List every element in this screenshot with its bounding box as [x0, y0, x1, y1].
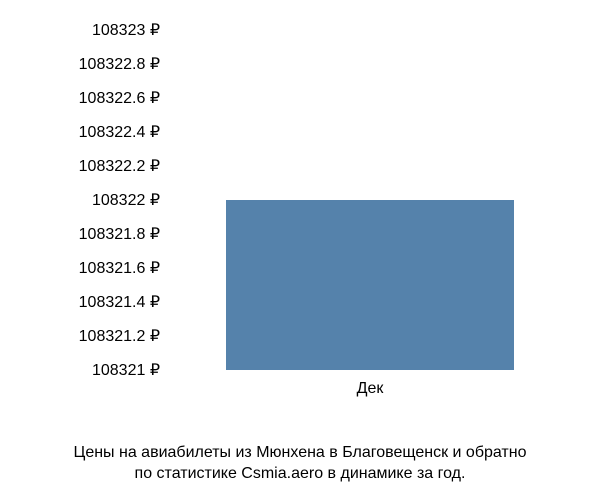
y-tick-label: 108321.2 ₽: [30, 326, 160, 346]
plot-area: Дек: [170, 30, 570, 370]
caption-line-2: по статистике Csmia.aero в динамике за г…: [135, 465, 466, 482]
y-tick-label: 108321.6 ₽: [30, 258, 160, 278]
price-chart: 108323 ₽108322.8 ₽108322.6 ₽108322.4 ₽10…: [30, 30, 570, 410]
y-tick-label: 108322.4 ₽: [30, 122, 160, 142]
bar: [226, 200, 514, 370]
chart-caption: Цены на авиабилеты из Мюнхена в Благовещ…: [0, 442, 600, 485]
y-tick-label: 108321.4 ₽: [30, 292, 160, 312]
y-tick-label: 108321.8 ₽: [30, 224, 160, 244]
y-tick-label: 108322.2 ₽: [30, 156, 160, 176]
y-tick-label: 108321 ₽: [30, 360, 160, 380]
x-tick-label: Дек: [357, 380, 384, 398]
y-axis: 108323 ₽108322.8 ₽108322.6 ₽108322.4 ₽10…: [30, 30, 160, 370]
y-tick-label: 108323 ₽: [30, 20, 160, 40]
y-tick-label: 108322.6 ₽: [30, 88, 160, 108]
caption-line-1: Цены на авиабилеты из Мюнхена в Благовещ…: [73, 444, 526, 461]
y-tick-label: 108322 ₽: [30, 190, 160, 210]
y-tick-label: 108322.8 ₽: [30, 54, 160, 74]
